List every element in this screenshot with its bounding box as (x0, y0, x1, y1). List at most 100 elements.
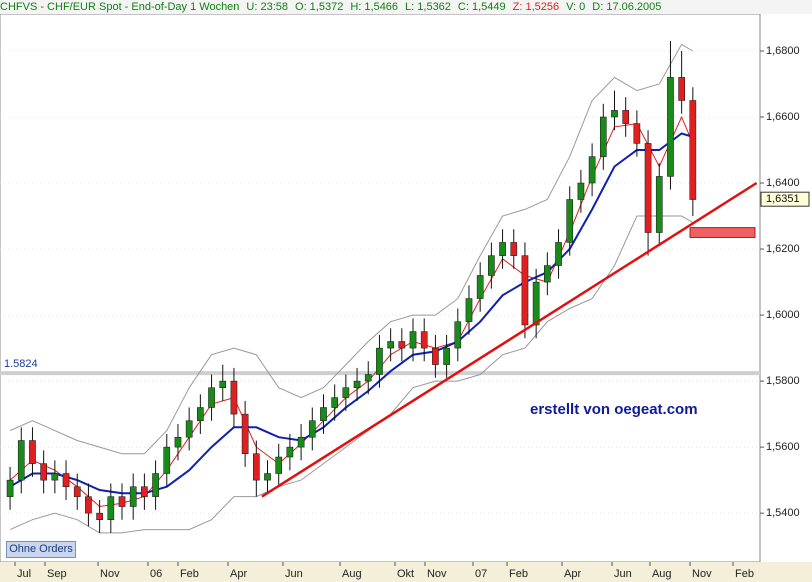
candle-body (398, 341, 406, 349)
candle-body (443, 347, 450, 365)
plot-frame (0, 13, 761, 563)
candle-body (555, 242, 562, 266)
reference-label: 1.5824 (4, 358, 38, 370)
candle-body (197, 407, 204, 421)
x-tick-label: 07 (475, 568, 487, 580)
candle-body (286, 446, 294, 458)
candle-body (488, 255, 495, 276)
candle-body (409, 331, 417, 349)
header-field: O: 1,5372 (295, 1, 344, 13)
plot (0, 41, 760, 534)
candle-body (174, 436, 182, 448)
x-tick-label: Aug (342, 568, 362, 580)
candle-body (611, 110, 618, 118)
y-tick-label: 1,6200 (766, 243, 800, 255)
candle-body (331, 397, 338, 408)
candle-body (264, 473, 271, 481)
candle-body (320, 407, 327, 421)
candle-body (308, 420, 316, 438)
x-tick-label: Feb (180, 568, 199, 580)
candle-body (510, 242, 518, 256)
x-tick-label: Nov (692, 568, 712, 580)
candle-body (622, 110, 630, 124)
candle-body (544, 265, 551, 283)
header-field: U: 23:58 (246, 1, 289, 13)
candle-body (521, 255, 529, 326)
trend-line (261, 181, 758, 498)
candle-body (219, 380, 227, 388)
x-tick-label: Nov (427, 568, 447, 580)
candle-body (297, 436, 305, 448)
candle-body (6, 479, 14, 497)
candle-body (499, 242, 506, 256)
candle-body (432, 347, 439, 365)
y-tick-label: 1,6000 (766, 309, 800, 321)
candle-body (107, 496, 115, 520)
candle-body (577, 182, 585, 200)
candle-body (633, 123, 641, 144)
candle-body (476, 275, 484, 299)
candle-body (532, 281, 540, 326)
header-field: D: 17.06.2005 (592, 1, 662, 13)
candle-body (364, 374, 372, 382)
candle-body (29, 440, 36, 464)
candle-body (62, 473, 70, 487)
candle-body (465, 298, 473, 322)
last-price-label: 1,6351 (766, 193, 800, 205)
candle-body (678, 77, 685, 101)
candle-body (342, 387, 350, 398)
price-zone (689, 227, 756, 238)
y-tick-label: 1,5400 (766, 507, 800, 519)
candle-body (667, 77, 674, 177)
candle-body (230, 380, 238, 415)
header-field: H: 1,5466 (350, 1, 399, 13)
candle-body (387, 341, 394, 349)
candle-body (85, 496, 92, 514)
candle-body (566, 199, 574, 243)
header-field: L: 1,5362 (405, 1, 451, 13)
header-field: V: 0 (566, 1, 586, 13)
candle-body (420, 331, 428, 349)
candle-body (152, 473, 159, 497)
candle-body (129, 486, 137, 507)
x-tick-label: Apr (564, 568, 581, 580)
candle-body (208, 387, 215, 408)
candle-body (51, 473, 59, 481)
candle-body (353, 380, 361, 388)
x-tick-label: Sep (47, 568, 67, 580)
x-tick-label: Jul (17, 568, 31, 580)
x-tick-label: Okt (397, 568, 414, 580)
x-tick-label: Feb (509, 568, 528, 580)
candle-body (185, 420, 193, 438)
y-tick-label: 1,6600 (766, 111, 800, 123)
candle-body (73, 486, 81, 497)
candle-body (275, 456, 283, 474)
ohne-orders-button[interactable]: Ohne Orders (6, 541, 76, 558)
candle-body (141, 486, 148, 497)
candle-body (655, 176, 663, 233)
x-tick-label: Feb (735, 568, 754, 580)
header-field: C: 1,5449 (457, 1, 506, 13)
y-tick-label: 1,5800 (766, 375, 800, 387)
candle-body (252, 453, 260, 481)
header-field: Z: 1,5256 (512, 1, 560, 13)
candle-body (241, 413, 249, 454)
indicator-line (9, 215, 694, 534)
x-tick-label: Jun (285, 568, 303, 580)
indicator-line (9, 43, 694, 455)
candle-body (588, 156, 596, 184)
y-tick-label: 1,5600 (766, 441, 800, 453)
candle-body (17, 440, 25, 481)
candle-body (376, 347, 383, 375)
y-tick-label: 1,6800 (766, 45, 800, 57)
x-tick-label: Jun (614, 568, 632, 580)
y-tick-label: 1,6400 (766, 177, 800, 189)
candle-body (644, 143, 652, 233)
candle-body (118, 496, 126, 507)
watermark: erstellt von oegeat.com (530, 401, 698, 418)
header: CHFVS - CHF/EUR Spot - End-of-Day 1 Woch… (0, 0, 812, 14)
candle-body (163, 446, 171, 474)
x-axis-bar (0, 562, 812, 582)
